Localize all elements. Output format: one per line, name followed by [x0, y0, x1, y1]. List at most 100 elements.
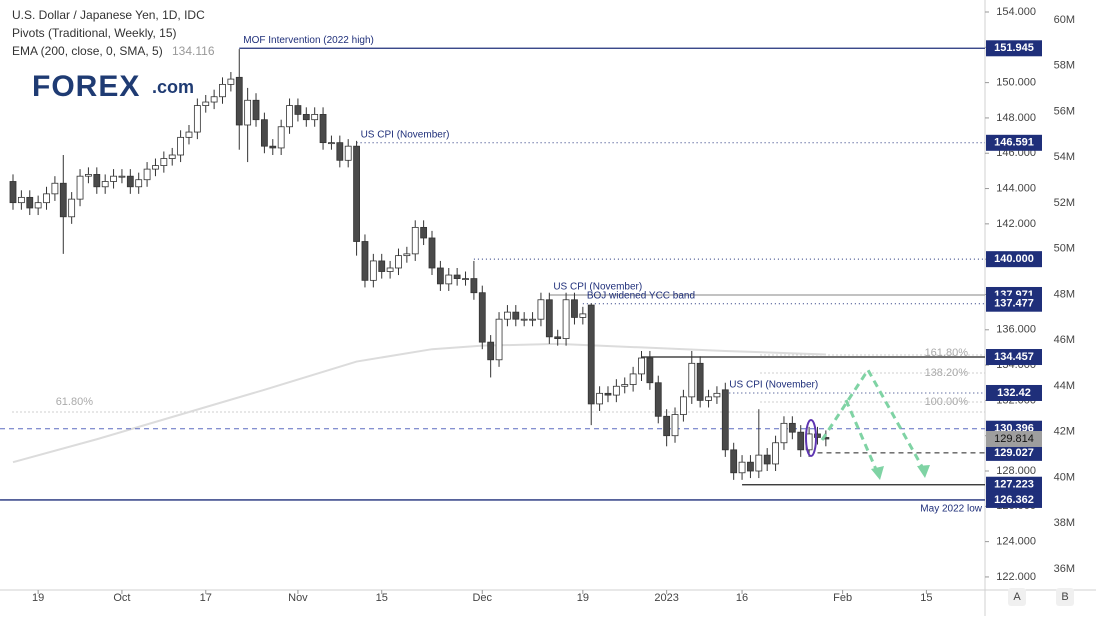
- y-tick-label: 142.000: [996, 218, 1036, 230]
- price-label: 137.477: [994, 298, 1034, 310]
- y2-tick-label: 56M: [1054, 105, 1075, 117]
- arrow-head: [917, 465, 930, 478]
- button-label[interactable]: A: [1013, 591, 1021, 603]
- candle-body: [487, 341, 495, 361]
- y2-tick-label: 50M: [1054, 243, 1075, 255]
- x-tick-label: 15: [920, 592, 932, 604]
- x-tick-label: Nov: [288, 592, 308, 604]
- x-tick-label: 19: [32, 592, 44, 604]
- y-tick-label: 136.000: [996, 324, 1036, 336]
- logo-suffix: .com: [152, 77, 194, 97]
- candle-body: [587, 304, 595, 405]
- candle-body: [85, 174, 92, 177]
- candle-body: [671, 414, 679, 437]
- indicator-name: EMA (200, close, 0, SMA, 5): [12, 44, 163, 58]
- candle-body: [235, 76, 243, 126]
- arrow-head: [871, 466, 884, 480]
- candle-body: [336, 142, 344, 161]
- x-tick-label: 19: [577, 592, 589, 604]
- candle-body: [143, 168, 151, 181]
- candle-body: [772, 442, 779, 465]
- candle-body: [252, 99, 260, 121]
- y2-tick-label: 36M: [1054, 563, 1075, 575]
- x-tick-label: Feb: [833, 592, 852, 604]
- price-label: 134.457: [994, 351, 1034, 363]
- price-label: 140.000: [994, 253, 1034, 265]
- candle-body: [663, 415, 671, 437]
- candle-body: [68, 198, 76, 218]
- y2-tick-label: 38M: [1054, 517, 1075, 529]
- candle-body: [160, 158, 168, 166]
- button[interactable]: [1056, 588, 1074, 606]
- projection-arrow: [820, 367, 927, 473]
- fib-label: 161.80%: [925, 347, 969, 359]
- candle-body: [763, 454, 771, 465]
- y2-tick-label: 48M: [1054, 288, 1075, 300]
- level-note: US CPI (November): [361, 129, 450, 140]
- candle-body: [135, 179, 143, 188]
- price-label-box: [986, 476, 1042, 493]
- candle-body: [520, 318, 528, 321]
- candle-body: [462, 278, 469, 280]
- candle-body: [554, 336, 562, 340]
- candle-body: [755, 454, 763, 472]
- candle-body: [43, 193, 50, 204]
- candle-body: [210, 96, 218, 103]
- candle-body: [596, 392, 603, 405]
- candle-body: [294, 105, 302, 115]
- plot-area: 161.80% 138.20% 100.00% 61.80% MOF Intervent…: [0, 35, 985, 515]
- candle-body: [814, 433, 821, 438]
- x-tick-label: 2023: [654, 592, 678, 604]
- candle-body: [478, 292, 486, 343]
- candle-body: [269, 145, 277, 149]
- candle-body: [629, 373, 637, 385]
- candle-body: [369, 260, 377, 281]
- y2-tick-label: 42M: [1054, 426, 1075, 438]
- level-note: US CPI (November): [553, 282, 642, 293]
- candle-body: [386, 267, 394, 272]
- candle-body: [420, 226, 428, 239]
- candle-body: [34, 202, 42, 209]
- y2-tick-label: 60M: [1054, 14, 1075, 26]
- candle-body: [260, 119, 268, 147]
- fib-label: 138.20%: [925, 367, 969, 379]
- candle-body: [512, 311, 520, 320]
- y-tick-label: 148.000: [996, 112, 1036, 124]
- candle-body: [76, 175, 84, 200]
- y2-tick-label: 44M: [1054, 380, 1075, 392]
- candle-body: [638, 357, 645, 375]
- price-label-box: [986, 444, 1042, 461]
- candle-body: [227, 78, 235, 85]
- price-label-box: [986, 251, 1042, 268]
- y-tick-label: 144.000: [996, 182, 1036, 194]
- button[interactable]: [1008, 588, 1026, 606]
- price-label-box: [986, 384, 1042, 401]
- candle-body: [495, 318, 503, 361]
- level-note: May 2022 low: [920, 504, 982, 515]
- candle-body: [177, 136, 185, 156]
- fib-label: 61.80%: [56, 396, 94, 408]
- candle-body: [403, 253, 411, 257]
- button-label[interactable]: B: [1061, 591, 1068, 603]
- candle-body: [202, 101, 210, 106]
- x-tick-label: 15: [376, 592, 388, 604]
- candle-body: [361, 241, 369, 281]
- candle-body: [411, 226, 419, 255]
- current-price: 129.814: [994, 433, 1034, 445]
- candle-body: [126, 175, 134, 188]
- candle-body: [646, 357, 654, 384]
- candle-body: [788, 422, 796, 433]
- candle-body: [562, 299, 570, 340]
- candle-body: [185, 131, 193, 138]
- candle-body: [612, 385, 620, 396]
- candle-body: [747, 461, 754, 472]
- candle-body: [244, 99, 252, 126]
- candle-body: [604, 392, 612, 396]
- y-tick-label: 124.000: [996, 536, 1036, 548]
- candle-body: [436, 267, 444, 285]
- candle-body: [193, 105, 201, 133]
- candle-body: [152, 165, 159, 170]
- y-tick-label: 150.000: [996, 77, 1036, 89]
- ema-line: [12, 342, 826, 464]
